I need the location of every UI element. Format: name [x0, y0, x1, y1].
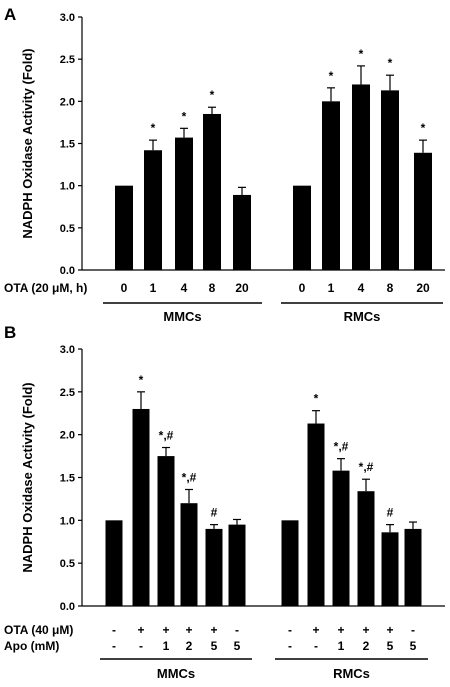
significance-label: *	[359, 47, 364, 61]
x-tick-label: 5	[234, 639, 241, 653]
y-tick-label: 2.0	[60, 96, 75, 108]
bar	[132, 408, 150, 606]
panel-letter: A	[4, 5, 16, 24]
y-tick-label: 2.5	[60, 54, 75, 66]
x-tick-label: 1	[328, 281, 335, 295]
x-tick-label: -	[112, 639, 116, 653]
x-tick-label: -	[288, 623, 292, 637]
group-label: MMCs	[157, 666, 195, 681]
y-axis-title: NADPH Oxidase Activity (Fold)	[20, 48, 35, 238]
x-tick-label: +	[337, 623, 344, 637]
bar	[233, 194, 251, 270]
bar	[144, 150, 162, 270]
x-tick-label: -	[112, 623, 116, 637]
bar	[322, 101, 340, 270]
x-tick-label: 1	[338, 639, 345, 653]
x-tick-label: +	[162, 623, 169, 637]
y-tick-label: 2.0	[60, 430, 75, 442]
x-tick-label: 8	[387, 281, 394, 295]
significance-label: #	[211, 506, 218, 520]
ota-row-label: OTA (40 μM)	[4, 623, 73, 637]
x-tick-label: 5	[410, 639, 417, 653]
y-tick-label: 3.0	[60, 344, 75, 356]
significance-label: *,#	[182, 470, 197, 484]
bar	[381, 90, 399, 271]
x-tick-label: -	[235, 623, 239, 637]
bar	[115, 185, 133, 270]
x-tick-label: +	[362, 623, 369, 637]
y-axis-title: NADPH Oxidase Activity (Fold)	[20, 382, 35, 572]
bar	[105, 520, 123, 606]
bar	[175, 137, 193, 270]
significance-label: *	[329, 69, 334, 83]
panel-b: B 0.0 0.5 1.0 1.5 2.0 2.5 3.0 NADPH Oxidase Acti…	[4, 323, 445, 681]
y-tick-label: 0.0	[60, 265, 75, 277]
x-tick-label: 0	[121, 281, 128, 295]
bar	[180, 503, 198, 606]
significance-label: *	[388, 56, 393, 70]
bar	[414, 152, 432, 270]
significance-label: #	[387, 506, 394, 520]
group-label: MMCs	[163, 309, 201, 324]
bar	[157, 456, 175, 606]
group-label: RMCs	[333, 666, 370, 681]
y-tick-label: 0.0	[60, 601, 75, 613]
x-tick-label: 8	[209, 281, 216, 295]
bar	[228, 524, 246, 606]
x-tick-label: 1	[163, 639, 170, 653]
bar	[281, 520, 299, 606]
bar	[357, 491, 375, 606]
x-tick-label: 5	[211, 639, 218, 653]
x-tick-label: +	[312, 623, 319, 637]
x-tick-label: +	[386, 623, 393, 637]
y-tick-label: 1.0	[60, 181, 75, 193]
x-tick-label: 5	[387, 639, 394, 653]
x-tick-label: -	[411, 623, 415, 637]
panel-a: A 0.0 0.5 1.0 1.5 2.0 2.5 3.0 NADPH Oxidase Acti…	[4, 5, 445, 324]
bar	[404, 528, 422, 606]
x-tick-label: +	[210, 623, 217, 637]
x-tick-label: +	[185, 623, 192, 637]
significance-label: *,#	[359, 460, 374, 474]
x-tick-label: 1	[150, 281, 157, 295]
y-tick-label: 1.5	[60, 473, 75, 485]
x-tick-label: +	[137, 623, 144, 637]
x-tick-label: 2	[363, 639, 370, 653]
x-tick-label: 20	[235, 281, 249, 295]
y-tick-label: 2.5	[60, 387, 75, 399]
significance-label: *	[421, 121, 426, 135]
x-tick-label: 2	[186, 639, 193, 653]
x-tick-label: 20	[416, 281, 430, 295]
y-tick-label: 1.5	[60, 139, 75, 151]
significance-label: *	[314, 392, 319, 406]
x-tick-label: -	[314, 639, 318, 653]
significance-label: *,#	[159, 429, 174, 443]
significance-label: *	[182, 109, 187, 123]
y-tick-label: 0.5	[60, 223, 75, 235]
x-tick-label: 0	[299, 281, 306, 295]
significance-label: *	[139, 373, 144, 387]
x-tick-label: -	[139, 639, 143, 653]
bar	[352, 84, 370, 270]
panel-letter: B	[4, 323, 16, 342]
significance-label: *	[210, 88, 215, 102]
group-label: RMCs	[344, 309, 381, 324]
x-tick-label: -	[288, 639, 292, 653]
significance-label: *	[151, 121, 156, 135]
apo-row-label: Apo (mM)	[4, 639, 59, 653]
y-tick-label: 1.0	[60, 515, 75, 527]
bar	[381, 532, 399, 606]
y-tick-label: 0.5	[60, 558, 75, 570]
x-tick-label: 4	[358, 281, 365, 295]
bar	[332, 470, 350, 606]
ota-row-label: OTA (20 μM, h)	[4, 281, 87, 295]
bar	[205, 528, 223, 606]
bar	[307, 423, 325, 606]
y-tick-label: 3.0	[60, 12, 75, 24]
significance-label: *,#	[334, 440, 349, 454]
bar	[203, 113, 221, 270]
bar	[293, 185, 311, 270]
x-tick-label: 4	[181, 281, 188, 295]
